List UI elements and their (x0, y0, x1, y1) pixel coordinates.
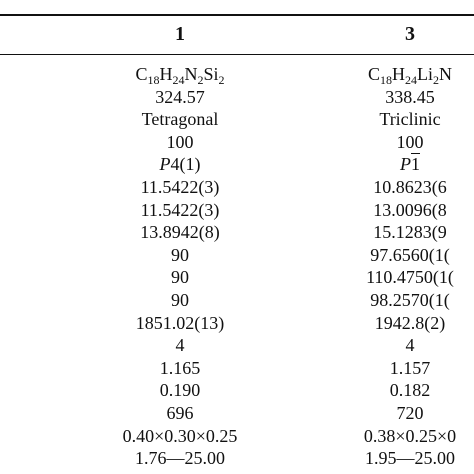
cell-f000: 720 (396, 402, 424, 423)
cell-density: 1.157 (389, 357, 431, 378)
cell-density: 1.165 (159, 357, 201, 378)
temperature-cell: 100 (396, 131, 424, 152)
formula-cell: C18H24N2Si2 (135, 64, 225, 87)
cell-beta: 110.4750(1( (366, 267, 454, 288)
header-rule (0, 54, 474, 55)
crystal-system-cell: Triclinic (379, 109, 441, 130)
table-top-rule (0, 14, 474, 16)
cell-alpha: 97.6560(1( (370, 244, 450, 265)
crystal-system-cell: Tetragonal (141, 109, 219, 130)
space-group-cell: P1 (400, 154, 420, 175)
column-header-3: 3 (405, 23, 415, 45)
cell-b: 11.5422(3) (140, 199, 220, 220)
cell-volume: 1851.02(13) (135, 312, 225, 333)
cell-absorption: 0.190 (159, 380, 201, 401)
cell-z: 4 (175, 335, 185, 356)
cell-crystal-size: 0.40×0.30×0.25 (122, 425, 238, 446)
cell-beta: 90 (171, 267, 189, 288)
column-header-1: 1 (175, 23, 185, 45)
formula-weight-cell: 338.45 (385, 86, 435, 107)
formula-cell: C18H24Li2N (367, 64, 452, 87)
cell-f000: 696 (166, 402, 194, 423)
column-1-values: C18H24N2Si2 324.57 Tetragonal 100 P4(1) … (0, 63, 360, 470)
cell-b: 13.0096(8 (373, 199, 447, 220)
cell-theta-range: 1.76—25.00 (135, 448, 225, 469)
cell-absorption: 0.182 (389, 380, 431, 401)
cell-theta-range: 1.95—25.00 (365, 448, 455, 469)
cell-z: 4 (405, 335, 415, 356)
cell-c: 13.8942(8) (140, 222, 220, 243)
cell-c: 15.1283(9 (373, 222, 447, 243)
cell-alpha: 90 (171, 244, 189, 265)
cell-gamma: 98.2570(1( (370, 289, 450, 310)
column-3-values: C18H24Li2N 338.45 Triclinic 100 P1 10.86… (295, 63, 474, 470)
space-group-cell: P4(1) (159, 154, 201, 175)
cell-a: 11.5422(3) (140, 176, 220, 197)
cell-crystal-size: 0.38×0.25×0 (363, 425, 457, 446)
cell-a: 10.8623(6 (373, 176, 447, 197)
cell-volume: 1942.8(2) (374, 312, 446, 333)
cell-gamma: 90 (171, 289, 189, 310)
temperature-cell: 100 (166, 131, 194, 152)
formula-weight-cell: 324.57 (155, 86, 205, 107)
